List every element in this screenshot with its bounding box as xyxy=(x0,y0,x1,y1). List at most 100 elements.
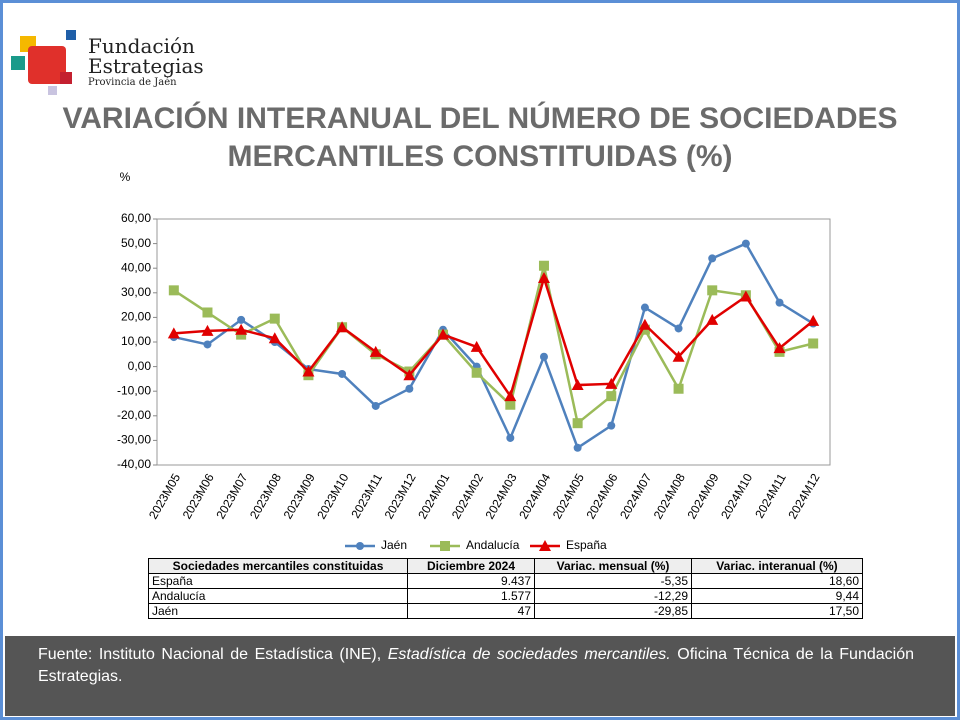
x-tick-label: 2023M07 xyxy=(213,471,250,522)
logo-mark xyxy=(11,30,76,95)
point xyxy=(808,338,819,349)
point xyxy=(470,340,483,352)
table-cell: 18,60 xyxy=(691,573,863,589)
point xyxy=(202,307,213,318)
point xyxy=(269,313,280,324)
legend-label: España xyxy=(566,538,607,552)
point xyxy=(201,324,214,336)
point xyxy=(539,352,548,361)
point xyxy=(235,323,248,335)
x-tick-label: 2023M06 xyxy=(180,471,217,522)
y-tick-label: -30,00 xyxy=(117,433,151,447)
point xyxy=(539,540,551,551)
point xyxy=(773,342,786,354)
x-tick-label: 2023M08 xyxy=(247,471,284,522)
x-tick-label: 2024M02 xyxy=(449,471,486,522)
point xyxy=(741,239,750,248)
table-cell: Jaén xyxy=(148,603,408,619)
point xyxy=(203,340,212,349)
point xyxy=(739,290,752,302)
legend-label: Jaén xyxy=(381,538,407,552)
point xyxy=(336,321,349,333)
x-tick-label: 2023M11 xyxy=(348,471,385,521)
chart-title: VARIACIÓN INTERANUAL DEL NÚMERO DE SOCIE… xyxy=(62,102,898,173)
point xyxy=(505,399,516,410)
point xyxy=(571,379,584,391)
point xyxy=(775,298,784,307)
point xyxy=(167,327,180,339)
y-tick-label: 50,00 xyxy=(121,236,151,250)
table-cell: España xyxy=(148,573,408,589)
table-header-row: Sociedades mercantiles constituidas Dicie… xyxy=(148,558,863,574)
table-cell: Andalucía xyxy=(148,588,408,604)
x-tick-label: 2024M09 xyxy=(684,471,721,522)
series-line xyxy=(173,265,814,426)
point xyxy=(573,443,582,452)
y-tick-label: 10,00 xyxy=(121,334,151,348)
y-tick-label: 40,00 xyxy=(121,260,151,274)
table-cell: 1.577 xyxy=(407,588,535,604)
point xyxy=(506,433,515,442)
point xyxy=(268,332,281,344)
table-cell: 9,44 xyxy=(691,588,863,604)
y-tick-label: -20,00 xyxy=(117,408,151,422)
source-text: Oficina Técnica de la Fundación Estrateg… xyxy=(38,646,914,685)
point xyxy=(708,254,717,263)
legend-label: Andalucía xyxy=(466,538,520,552)
x-tick-label: 2023M12 xyxy=(382,471,419,522)
x-tick-label: 2024M01 xyxy=(415,471,452,522)
x-tick-label: 2024M07 xyxy=(617,471,654,522)
point xyxy=(673,383,684,394)
y-tick-label: -40,00 xyxy=(117,457,151,471)
logo-text: Estrategias xyxy=(88,54,204,78)
x-tick-label: 2024M05 xyxy=(550,471,587,522)
table-cell: 17,50 xyxy=(691,603,863,619)
table-cell: -29,85 xyxy=(534,603,692,619)
point xyxy=(302,365,315,377)
point xyxy=(237,315,246,324)
point xyxy=(807,314,820,326)
point xyxy=(638,318,651,330)
point xyxy=(707,285,718,296)
point xyxy=(405,384,414,393)
point xyxy=(371,401,380,410)
source-text: Fuente: Instituto Nacional de Estadístic… xyxy=(38,646,388,663)
point xyxy=(572,418,583,429)
table-header: Variac. mensual (%) xyxy=(534,558,692,574)
x-tick-label: 2024M04 xyxy=(516,471,553,522)
logo-subtext: Provincia de Jaén xyxy=(88,77,177,88)
source-text: Estadística de sociedades mercantiles. xyxy=(387,646,671,663)
x-tick-label: 2023M09 xyxy=(281,471,318,522)
x-tick-label: 2024M11 xyxy=(752,471,789,521)
point xyxy=(640,303,649,312)
point xyxy=(471,367,482,378)
x-tick-label: 2024M03 xyxy=(483,471,520,522)
footer: Fuente: Instituto Nacional de Estadístic… xyxy=(5,636,955,716)
point xyxy=(538,260,549,271)
table-header: Variac. interanual (%) xyxy=(691,558,863,574)
table-cell: 9.437 xyxy=(407,573,535,589)
point xyxy=(537,272,550,284)
y-unit: % xyxy=(120,170,131,184)
point xyxy=(605,377,618,389)
x-tick-label: 2024M06 xyxy=(583,471,620,522)
series-line xyxy=(173,273,814,400)
y-tick-label: 60,00 xyxy=(121,211,151,225)
x-tick-label: 2024M12 xyxy=(785,471,822,522)
point xyxy=(607,421,616,430)
point xyxy=(606,391,617,402)
y-tick-label: -10,00 xyxy=(117,383,151,397)
x-tick-label: 2023M10 xyxy=(314,471,351,522)
x-tick-label: 2023M05 xyxy=(146,471,183,522)
plot-area xyxy=(156,218,831,466)
table-row: España 9.437 -5,35 18,60 xyxy=(148,573,863,589)
table-cell: 47 xyxy=(407,603,535,619)
logo-text: Fundación xyxy=(88,34,195,58)
point xyxy=(437,328,450,340)
y-tick-label: 30,00 xyxy=(121,285,151,299)
point xyxy=(706,313,719,325)
chart: % -40,00 -30,00 -20,00 -10,00 0,00 10,00 20,00… xyxy=(117,170,831,552)
point xyxy=(356,542,364,550)
table-row: Jaén 47 -29,85 17,50 xyxy=(148,603,863,619)
